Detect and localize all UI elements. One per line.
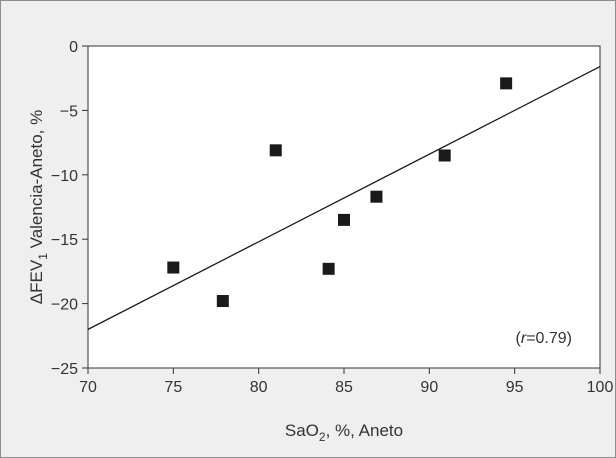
- y-title-subscript: 1: [36, 253, 50, 260]
- data-point: [167, 261, 180, 274]
- y-title-rest: Valencia-Aneto, %: [27, 110, 46, 253]
- x-tick-label: 85: [335, 379, 353, 396]
- x-axis-title: SaO2, %, Aneto: [285, 421, 403, 444]
- annotation-value: =0.79): [526, 330, 572, 347]
- x-tick-label: 80: [250, 379, 268, 396]
- y-tick-label: −15: [51, 232, 78, 249]
- x-title-subscript: 2: [319, 430, 326, 444]
- data-point: [216, 295, 229, 308]
- x-tick-label: 75: [164, 379, 182, 396]
- data-point: [500, 77, 513, 90]
- data-point: [370, 190, 383, 203]
- data-point: [338, 213, 350, 226]
- y-tick-label: −5: [60, 103, 78, 120]
- x-tick-label: 90: [420, 379, 438, 396]
- x-title-main: SaO: [285, 421, 319, 440]
- y-tick-label: −10: [51, 168, 78, 185]
- y-tick-label: 0: [69, 39, 78, 56]
- y-tick-label: −20: [51, 297, 78, 314]
- annotation-r: r: [521, 330, 527, 347]
- data-point: [322, 262, 335, 275]
- correlation-annotation: (r=0.79): [516, 330, 572, 347]
- data-point: [438, 149, 451, 162]
- annotation-open: (: [516, 330, 522, 347]
- x-tick-label: 70: [79, 379, 97, 396]
- data-points: [167, 77, 513, 308]
- x-title-rest: , %, Aneto: [326, 421, 404, 440]
- data-point: [269, 144, 282, 157]
- y-title-main: ΔFEV: [27, 259, 46, 304]
- regression-line: [87, 66, 601, 330]
- x-tick-label: 100: [587, 379, 614, 396]
- x-tick-label: 95: [506, 379, 524, 396]
- plot-area: [87, 45, 601, 369]
- axis-ticks: 70 75 80 85 90 95 100 0 −5 −10 −15 −20 −25: [51, 39, 614, 396]
- y-axis-title: ΔFEV1 Valencia-Aneto, %: [27, 110, 50, 304]
- y-tick-label: −25: [51, 361, 78, 378]
